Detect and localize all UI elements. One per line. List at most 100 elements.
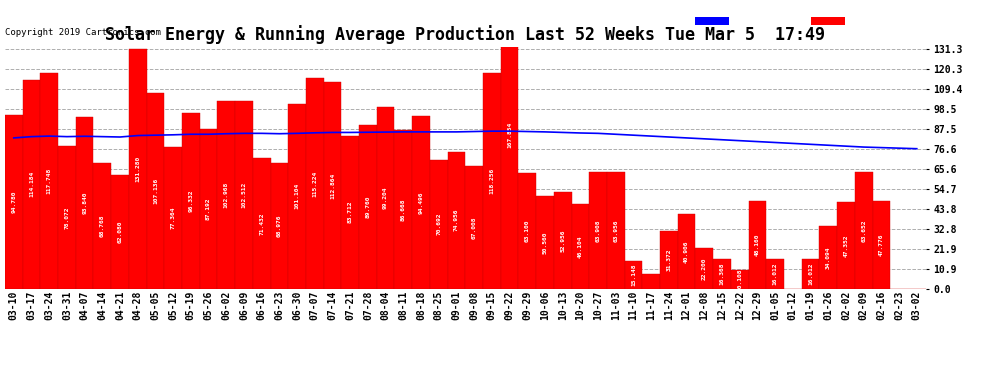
Bar bbox=[430, 159, 447, 289]
Legend: Average (kWh), Weekly (kWh): Average (kWh), Weekly (kWh) bbox=[693, 14, 921, 28]
Bar bbox=[519, 173, 537, 289]
Text: 68.976: 68.976 bbox=[277, 214, 282, 237]
Text: 167.854: 167.854 bbox=[507, 122, 512, 148]
Bar bbox=[270, 163, 288, 289]
Bar bbox=[678, 214, 695, 289]
Text: 94.780: 94.780 bbox=[11, 191, 16, 213]
Bar bbox=[802, 260, 820, 289]
Bar bbox=[660, 231, 678, 289]
Text: 22.200: 22.200 bbox=[702, 257, 707, 280]
Bar bbox=[872, 201, 890, 289]
Text: 52.956: 52.956 bbox=[560, 229, 565, 252]
Bar bbox=[252, 158, 270, 289]
Text: 71.432: 71.432 bbox=[259, 212, 264, 235]
Text: 89.760: 89.760 bbox=[365, 195, 370, 218]
Bar bbox=[200, 129, 218, 289]
Bar bbox=[76, 117, 93, 289]
Bar bbox=[147, 93, 164, 289]
Text: 46.104: 46.104 bbox=[578, 236, 583, 258]
Bar bbox=[501, 0, 519, 289]
Text: 63.908: 63.908 bbox=[596, 219, 601, 242]
Text: 87.192: 87.192 bbox=[206, 198, 211, 220]
Bar bbox=[589, 172, 607, 289]
Bar bbox=[537, 196, 553, 289]
Text: 101.104: 101.104 bbox=[295, 183, 300, 210]
Text: 16.012: 16.012 bbox=[772, 263, 778, 285]
Text: 34.094: 34.094 bbox=[826, 246, 831, 269]
Text: 63.956: 63.956 bbox=[613, 219, 619, 242]
Text: 63.100: 63.100 bbox=[525, 220, 530, 242]
Text: 10.108: 10.108 bbox=[738, 268, 742, 291]
Text: 63.652: 63.652 bbox=[861, 219, 866, 242]
Text: 107.136: 107.136 bbox=[152, 178, 158, 204]
Bar bbox=[820, 226, 838, 289]
Text: 62.080: 62.080 bbox=[118, 221, 123, 243]
Text: 15.148: 15.148 bbox=[631, 264, 636, 286]
Text: 40.906: 40.906 bbox=[684, 240, 689, 262]
Bar bbox=[571, 204, 589, 289]
Text: 114.184: 114.184 bbox=[29, 171, 34, 198]
Text: 78.072: 78.072 bbox=[64, 206, 69, 229]
Bar bbox=[483, 72, 501, 289]
Bar bbox=[465, 166, 483, 289]
Text: 112.864: 112.864 bbox=[330, 172, 335, 199]
Bar bbox=[854, 172, 872, 289]
Bar bbox=[377, 107, 394, 289]
Text: 115.224: 115.224 bbox=[312, 170, 318, 196]
Title: Solar Energy & Running Average Production Last 52 Weeks Tue Mar 5  17:49: Solar Energy & Running Average Productio… bbox=[105, 25, 826, 44]
Text: 48.160: 48.160 bbox=[755, 234, 760, 256]
Bar bbox=[447, 152, 465, 289]
Bar bbox=[306, 78, 324, 289]
Bar bbox=[41, 74, 58, 289]
Text: 77.364: 77.364 bbox=[170, 207, 175, 229]
Bar bbox=[625, 261, 643, 289]
Bar bbox=[342, 136, 359, 289]
Bar bbox=[359, 124, 377, 289]
Bar bbox=[236, 101, 252, 289]
Bar bbox=[838, 202, 854, 289]
Text: Copyright 2019 Cartronics.com: Copyright 2019 Cartronics.com bbox=[5, 28, 160, 37]
Bar bbox=[553, 192, 571, 289]
Bar bbox=[713, 259, 731, 289]
Bar bbox=[288, 104, 306, 289]
Bar bbox=[93, 163, 111, 289]
Text: 118.256: 118.256 bbox=[489, 168, 494, 194]
Text: 102.512: 102.512 bbox=[242, 182, 247, 208]
Bar bbox=[394, 130, 412, 289]
Text: 117.748: 117.748 bbox=[47, 168, 51, 194]
Text: 16.368: 16.368 bbox=[720, 262, 725, 285]
Bar bbox=[607, 172, 625, 289]
Text: 47.352: 47.352 bbox=[843, 234, 848, 257]
Text: 93.840: 93.840 bbox=[82, 192, 87, 214]
Text: 96.332: 96.332 bbox=[188, 189, 193, 212]
Text: 74.956: 74.956 bbox=[454, 209, 459, 231]
Text: 16.012: 16.012 bbox=[808, 263, 813, 285]
Bar bbox=[23, 80, 41, 289]
Bar bbox=[5, 116, 23, 289]
Bar bbox=[748, 201, 766, 289]
Bar bbox=[695, 248, 713, 289]
Text: 31.372: 31.372 bbox=[666, 249, 671, 272]
Text: 47.776: 47.776 bbox=[879, 234, 884, 256]
Text: 67.008: 67.008 bbox=[471, 216, 476, 239]
Bar bbox=[164, 147, 182, 289]
Text: 68.768: 68.768 bbox=[100, 214, 105, 237]
Bar bbox=[129, 49, 147, 289]
Bar bbox=[58, 146, 76, 289]
Bar bbox=[218, 100, 236, 289]
Text: 83.712: 83.712 bbox=[347, 201, 352, 223]
Bar bbox=[731, 270, 748, 289]
Bar bbox=[182, 112, 200, 289]
Text: 50.560: 50.560 bbox=[543, 231, 547, 254]
Text: 131.280: 131.280 bbox=[136, 156, 141, 182]
Text: 102.968: 102.968 bbox=[224, 182, 229, 208]
Bar bbox=[324, 82, 342, 289]
Bar bbox=[766, 260, 784, 289]
Text: 99.204: 99.204 bbox=[383, 187, 388, 209]
Text: 86.668: 86.668 bbox=[401, 198, 406, 221]
Bar bbox=[412, 116, 430, 289]
Text: 94.496: 94.496 bbox=[419, 191, 424, 214]
Bar bbox=[643, 274, 660, 289]
Bar bbox=[111, 175, 129, 289]
Text: 70.692: 70.692 bbox=[437, 213, 442, 236]
